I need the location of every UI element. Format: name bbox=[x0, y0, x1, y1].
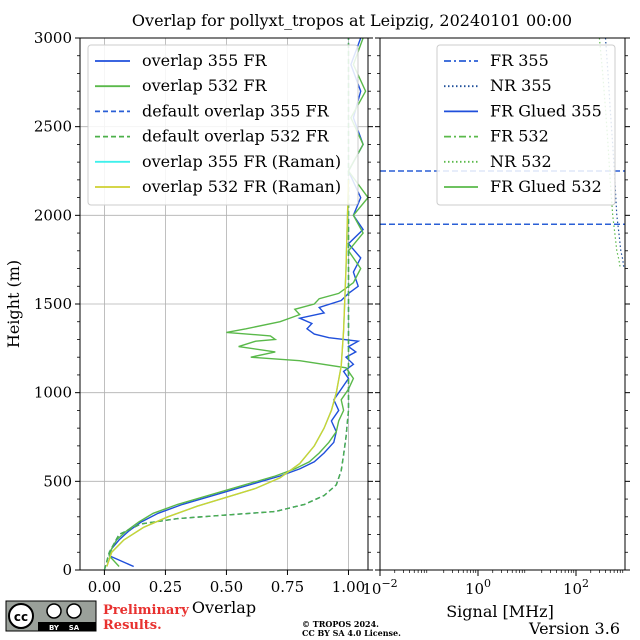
overlap-panel: 0.00 0.25 0.50 0.75 1.00 0 500 1000 1500 2000 2500… bbox=[4, 29, 373, 617]
overlap-legend-box bbox=[87, 44, 359, 206]
preliminary-line-2: Results. bbox=[103, 618, 162, 633]
overlap-xtick-label-2: 0.50 bbox=[210, 578, 243, 596]
signal-legend-label-2: FR Glued 355 bbox=[490, 101, 602, 120]
overlap-xtick-label-3: 0.75 bbox=[271, 578, 304, 596]
signal-xtick-label-0: 10−2 bbox=[362, 577, 397, 598]
chart-title: Overlap for pollyxt_tropos at Leipzig, 2… bbox=[132, 11, 572, 30]
version-label: Version 3.6 bbox=[528, 619, 620, 638]
signal-ticks: 10−2 100 102 bbox=[362, 37, 630, 598]
signal-legend-label-4: NR 532 bbox=[490, 152, 552, 171]
overlap-legend-label-2: default overlap 355 FR bbox=[142, 101, 330, 120]
overlap-legend-label-0: overlap 355 FR bbox=[142, 51, 268, 70]
overlap-series-line-5 bbox=[106, 179, 350, 567]
signal-legend: FR 355 NR 355 FR Glued 355 FR 532 NR 532 FR G… bbox=[436, 44, 616, 206]
overlap-xlabel: Overlap bbox=[192, 598, 256, 617]
copyright-line-2: CC BY SA 4.0 License. bbox=[302, 628, 401, 638]
cc-badge-strip bbox=[38, 622, 96, 631]
overlap-ytick-label-0: 0 bbox=[62, 561, 72, 579]
signal-panel: 10−2 100 102 Signal [MHz] FR 355 NR 355 FR G… bbox=[362, 37, 630, 621]
overlap-series-group bbox=[103, 38, 368, 570]
preliminary-line-1: Preliminary bbox=[103, 603, 189, 618]
signal-xtick-label-1: 100 bbox=[465, 577, 491, 598]
signal-legend-label-3: FR 532 bbox=[490, 127, 549, 146]
cc-license-badge: cc BY SA bbox=[5, 600, 97, 632]
overlap-legend-label-1: overlap 532 FR bbox=[142, 76, 268, 95]
signal-legend-label-5: FR Glued 532 bbox=[490, 177, 602, 196]
overlap-series-line-0 bbox=[108, 38, 365, 568]
overlap-legend-label-3: default overlap 532 FR bbox=[142, 127, 330, 146]
height-ylabel: Height (m) bbox=[4, 260, 23, 348]
copyright-line-1: © TROPOS 2024. bbox=[302, 619, 379, 629]
overlap-xtick-label-4: 1.00 bbox=[332, 578, 365, 596]
sa-share-icon bbox=[66, 603, 82, 619]
signal-legend-box bbox=[436, 44, 616, 206]
overlap-ytick-label-5: 2500 bbox=[34, 118, 72, 136]
overlap-legend: overlap 355 FR overlap 532 FR default over… bbox=[87, 44, 359, 206]
overlap-ytick-label-1: 500 bbox=[43, 472, 72, 490]
by-person-icon bbox=[46, 603, 62, 619]
overlap-series-line-1 bbox=[108, 38, 368, 567]
overlap-series-line-4 bbox=[106, 179, 350, 567]
overlap-xtick-label-0: 0.00 bbox=[88, 578, 121, 596]
overlap-legend-label-4: overlap 355 FR (Raman) bbox=[142, 152, 341, 171]
overlap-ytick-label-6: 3000 bbox=[34, 29, 72, 47]
overlap-series-line-3 bbox=[103, 38, 350, 570]
overlap-ytick-label-3: 1500 bbox=[34, 295, 72, 313]
cc-circle-icon bbox=[8, 603, 34, 629]
by-label: BY bbox=[49, 624, 60, 632]
cc-letters: cc bbox=[14, 610, 28, 624]
signal-xtick-label-2: 102 bbox=[563, 577, 589, 598]
signal-legend-label-1: NR 355 bbox=[490, 76, 552, 95]
overlap-xtick-label-1: 0.25 bbox=[149, 578, 182, 596]
overlap-ticks: 0.00 0.25 0.50 0.75 1.00 0 500 1000 1500 2000 2500… bbox=[34, 29, 373, 596]
sa-label: SA bbox=[69, 624, 80, 632]
overlap-ytick-label-4: 2000 bbox=[34, 206, 72, 224]
overlap-ytick-label-2: 1000 bbox=[34, 384, 72, 402]
signal-legend-label-0: FR 355 bbox=[490, 51, 549, 70]
signal-xlabel: Signal [MHz] bbox=[446, 602, 554, 621]
overlap-legend-label-5: overlap 532 FR (Raman) bbox=[142, 177, 341, 196]
